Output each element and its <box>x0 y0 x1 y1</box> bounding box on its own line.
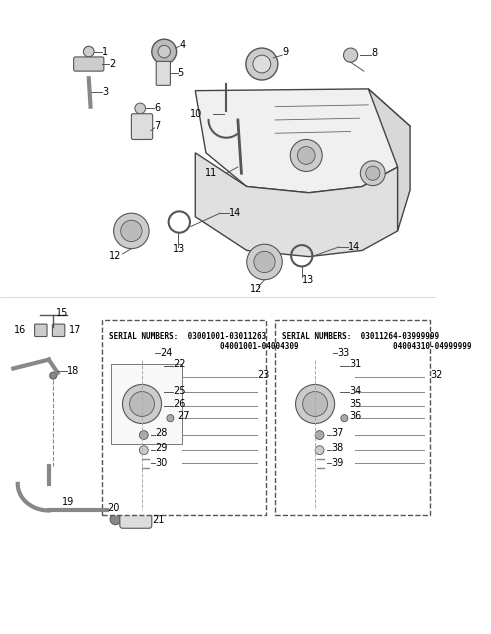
Circle shape <box>121 220 142 242</box>
Text: 04001001-04004309: 04001001-04004309 <box>109 342 299 351</box>
Circle shape <box>83 46 94 57</box>
Text: 12: 12 <box>109 251 122 261</box>
Text: 30: 30 <box>155 458 167 469</box>
Text: 15: 15 <box>56 309 68 318</box>
Circle shape <box>139 430 148 439</box>
Circle shape <box>290 139 322 171</box>
Text: 33: 33 <box>337 349 350 358</box>
Text: 6: 6 <box>155 103 161 113</box>
Text: 36: 36 <box>349 411 361 420</box>
Text: 17: 17 <box>69 325 82 335</box>
Text: 3: 3 <box>102 87 108 98</box>
Text: 37: 37 <box>331 429 343 438</box>
Text: 20: 20 <box>108 503 120 513</box>
Text: 1: 1 <box>102 47 108 56</box>
Circle shape <box>296 384 335 424</box>
FancyBboxPatch shape <box>120 512 152 528</box>
Text: 35: 35 <box>349 399 361 409</box>
Polygon shape <box>195 89 410 193</box>
Text: 18: 18 <box>67 366 79 376</box>
Circle shape <box>344 48 358 62</box>
Circle shape <box>113 213 149 249</box>
Text: 39: 39 <box>331 458 343 469</box>
Text: 9: 9 <box>282 47 288 56</box>
Circle shape <box>130 392 155 417</box>
Text: 23: 23 <box>257 370 270 380</box>
Circle shape <box>246 48 278 80</box>
Text: 8: 8 <box>371 48 377 58</box>
FancyBboxPatch shape <box>156 61 170 86</box>
Text: 19: 19 <box>62 496 74 507</box>
Text: 27: 27 <box>178 411 190 420</box>
Bar <box>102 320 266 515</box>
Bar <box>111 364 182 444</box>
Text: 26: 26 <box>173 399 186 409</box>
Circle shape <box>254 251 275 273</box>
Text: 29: 29 <box>155 443 168 453</box>
Text: 28: 28 <box>155 429 168 438</box>
Polygon shape <box>368 89 410 231</box>
FancyBboxPatch shape <box>132 113 153 139</box>
Text: 7: 7 <box>155 121 161 131</box>
Circle shape <box>110 514 121 525</box>
Text: 22: 22 <box>173 359 186 369</box>
Circle shape <box>167 415 174 422</box>
FancyBboxPatch shape <box>53 324 65 337</box>
Circle shape <box>247 244 282 280</box>
Circle shape <box>315 446 324 455</box>
Text: 24: 24 <box>160 349 172 358</box>
Text: 31: 31 <box>349 359 361 369</box>
Text: 38: 38 <box>331 443 343 453</box>
Text: 12: 12 <box>250 283 263 294</box>
Text: SERIAL NUMBERS:  03011264-03999999: SERIAL NUMBERS: 03011264-03999999 <box>282 332 439 341</box>
Text: 14: 14 <box>348 242 360 252</box>
Circle shape <box>360 161 385 186</box>
Circle shape <box>366 166 380 180</box>
Text: 14: 14 <box>229 208 241 218</box>
Text: 2: 2 <box>109 59 115 69</box>
Text: 25: 25 <box>173 385 186 396</box>
FancyBboxPatch shape <box>74 57 104 71</box>
Text: SERIAL NUMBERS:  03001001-03011263: SERIAL NUMBERS: 03001001-03011263 <box>109 332 267 341</box>
Circle shape <box>158 46 170 58</box>
Circle shape <box>302 392 327 417</box>
Polygon shape <box>195 153 398 257</box>
Text: 16: 16 <box>14 325 27 335</box>
Text: 21: 21 <box>153 515 165 525</box>
Bar <box>275 320 431 515</box>
FancyBboxPatch shape <box>35 324 47 337</box>
Text: 32: 32 <box>431 370 443 380</box>
Circle shape <box>298 146 315 164</box>
Circle shape <box>122 384 162 424</box>
Circle shape <box>139 446 148 455</box>
Circle shape <box>341 415 348 422</box>
Text: 5: 5 <box>178 68 184 78</box>
Text: 11: 11 <box>205 168 218 178</box>
Text: 10: 10 <box>190 109 202 119</box>
Circle shape <box>315 430 324 439</box>
Text: 13: 13 <box>173 243 185 254</box>
Text: 04004310-04999999: 04004310-04999999 <box>282 342 472 351</box>
Text: 34: 34 <box>349 385 361 396</box>
Text: 13: 13 <box>302 275 314 285</box>
Circle shape <box>253 55 271 73</box>
Text: 4: 4 <box>179 39 186 49</box>
Circle shape <box>50 372 57 379</box>
Circle shape <box>152 39 177 64</box>
Circle shape <box>135 103 145 113</box>
